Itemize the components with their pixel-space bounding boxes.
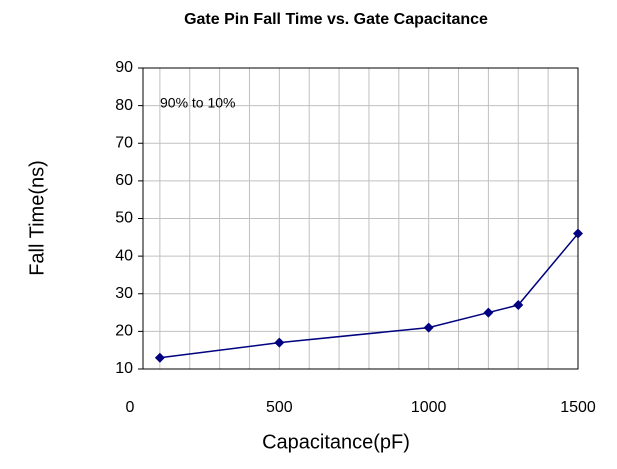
x-axis-label: Capacitance(pF) [262,431,410,453]
y-tick-label: 30 [115,285,133,302]
y-tick-label: 60 [115,172,133,189]
annotation: 90% to 10% [160,95,236,111]
x-tick-label: 1500 [560,399,596,416]
series-line [159,233,579,359]
data-point [483,307,494,318]
y-tick-label: 70 [115,134,133,151]
y-tick-label: 40 [115,247,133,264]
x-tick-label: 1000 [411,399,447,416]
data-point [423,322,434,333]
data-point [513,300,524,311]
y-tick-label: 50 [115,210,133,227]
chart-title: Gate Pin Fall Time vs. Gate Capacitance [184,11,488,28]
x-tick-label: 500 [266,399,293,416]
x-tick-label: 0 [126,399,135,416]
data-point [274,337,285,348]
y-tick-label: 80 [115,97,133,114]
y-axis-label: Fall Time(ns) [26,160,48,276]
y-tick-label: 90 [115,59,133,76]
data-point [573,228,583,239]
data-point [154,352,165,363]
y-tick-label: 10 [115,360,133,377]
y-tick-label: 20 [115,323,133,340]
